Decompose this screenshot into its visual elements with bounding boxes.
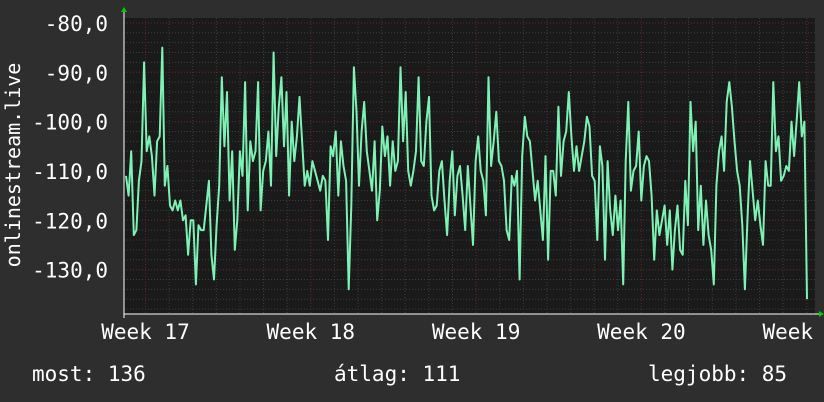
current-value: most: 136 — [32, 362, 146, 386]
x-tick-label: Week 18 — [267, 320, 356, 344]
average-value: átlag: 111 — [334, 362, 461, 386]
y-tick-label: -100,0 — [32, 111, 108, 135]
y-axis-label: onlinestream.live — [1, 63, 25, 268]
x-tick-label: Week 17 — [101, 320, 190, 344]
axes — [121, 7, 824, 318]
series-line — [125, 46, 808, 300]
best-value: legjobb: 85 — [648, 362, 788, 386]
y-tick-label: -90,0 — [45, 61, 108, 85]
x-tick-label: Week 19 — [432, 320, 521, 344]
grid-lines — [124, 18, 815, 314]
y-tick-label: -80,0 — [45, 12, 108, 36]
x-tick-labels: Week 17 Week 18 Week 19 Week 20 Week 21 — [101, 320, 824, 344]
x-tick-label: Week 20 — [597, 320, 686, 344]
y-tick-label: -120,0 — [32, 209, 108, 233]
x-tick-label: Week 21 — [762, 320, 824, 344]
y-tick-label: -110,0 — [32, 160, 108, 184]
y-tick-labels: -80,0 -90,0 -100,0 -110,0 -120,0 -130,0 — [32, 12, 108, 283]
y-tick-label: -130,0 — [32, 259, 108, 283]
x-axis-arrow — [819, 311, 824, 317]
y-axis-arrow — [121, 7, 127, 12]
